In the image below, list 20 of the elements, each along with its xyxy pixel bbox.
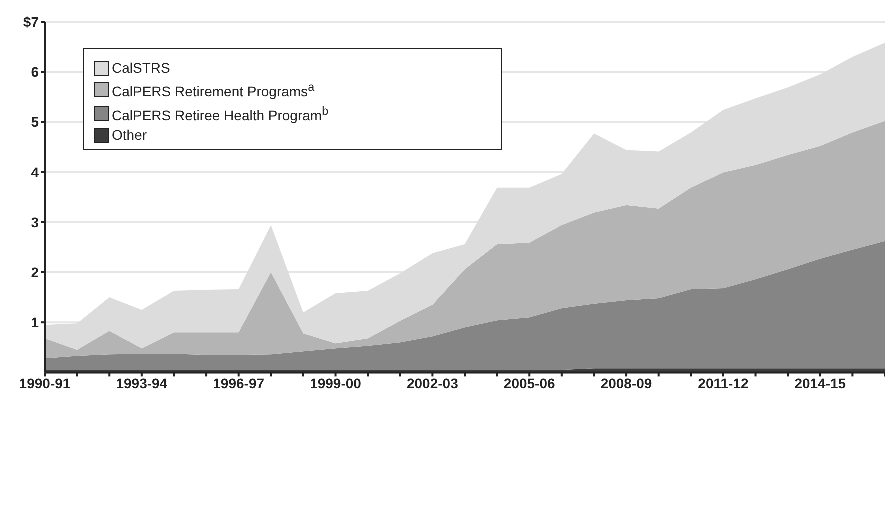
x-tick-label: 1993-94 (116, 376, 168, 392)
x-tick-label: 1996-97 (213, 376, 265, 392)
x-tick-label: 2014-15 (794, 376, 846, 392)
y-tick-label: 4 (31, 164, 40, 180)
y-tick-label: $7 (23, 14, 40, 30)
x-tick-label: 1999-00 (310, 376, 362, 392)
legend-label: CalPERS Retirement Programs$^{a}$ (112, 80, 315, 101)
legend-label: CalSTRS (112, 59, 170, 77)
x-tick-label: 2011-12 (698, 376, 749, 392)
y-tick-label: 6 (31, 64, 40, 80)
legend-label: CalPERS Retiree Health Program$^{b}$ (112, 104, 329, 124)
x-tick-label: 2008-09 (600, 376, 652, 392)
y-tick-label: 3 (31, 214, 40, 230)
legend-label: Other (112, 126, 148, 144)
y-tick-label: 2 (31, 264, 40, 280)
x-tick-label: 2002-03 (406, 376, 459, 392)
y-tick-label: 5 (31, 114, 40, 130)
x-tick-label: 1990-91 (19, 376, 71, 392)
y-tick-label: 1 (31, 314, 40, 331)
x-tick-label: 2005-06 (504, 376, 556, 392)
